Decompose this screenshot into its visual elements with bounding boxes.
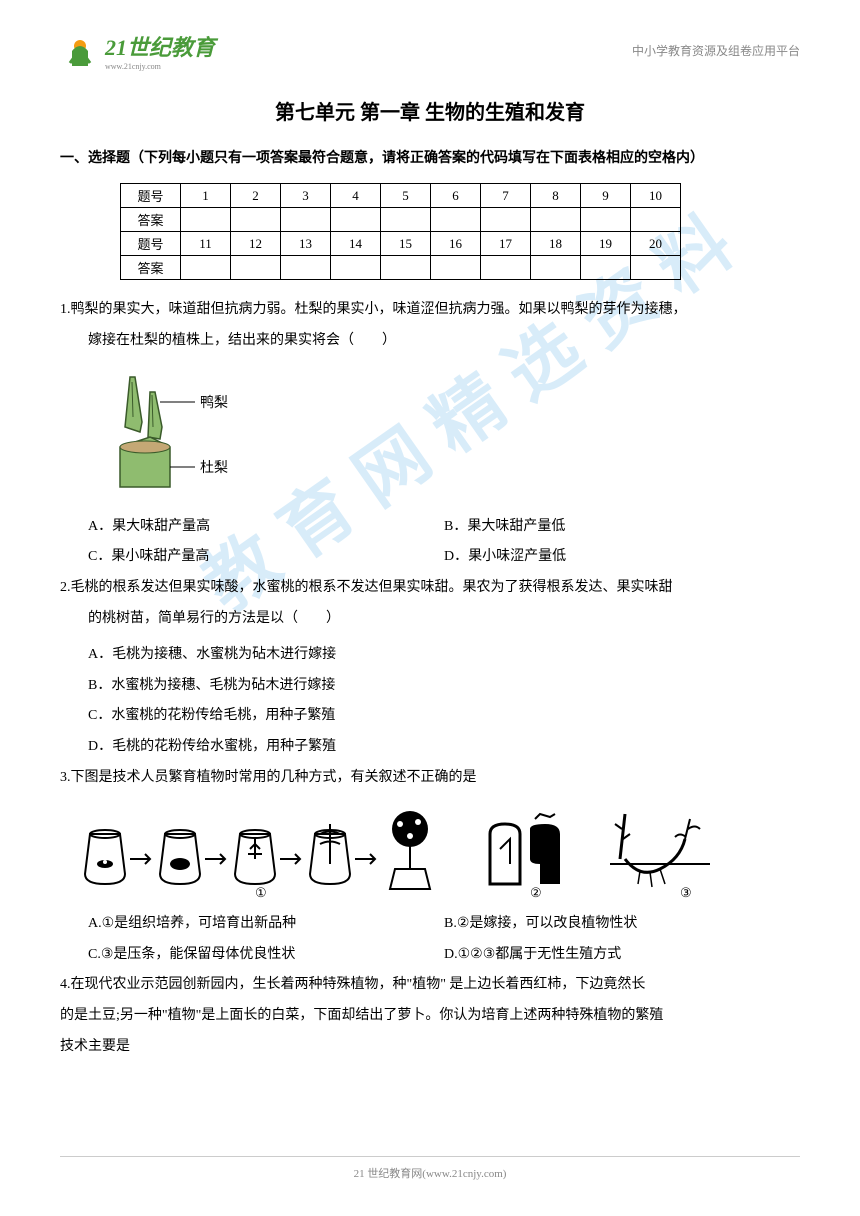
svg-text:杜梨: 杜梨 [200, 460, 228, 476]
cell: 6 [431, 184, 481, 208]
q3-optA: A.①是组织培养，可培育出新品种 [88, 909, 444, 940]
row-label: 答案 [121, 208, 181, 232]
q4-text2: 的是土豆;另一种"植物"是上面长的白菜，下面却结出了萝卜。你认为培育上述两种特殊… [60, 1001, 800, 1032]
q2-optB: B．水蜜桃为接穗、毛桃为砧木进行嫁接 [88, 671, 800, 702]
q2-optD: D．毛桃的花粉传给水蜜桃，用种子繁殖 [88, 732, 800, 763]
page-content: 21世纪教育 www.21cnjy.com 中小学教育资源及组卷应用平台 第七单… [60, 30, 800, 1063]
table-row: 答案 [121, 208, 681, 232]
cell [431, 208, 481, 232]
q1-text1: 1.鸭梨的果实大，味道甜但抗病力弱。杜梨的果实小，味道涩但抗病力强。如果以鸭梨的… [60, 295, 800, 326]
cell: 3 [281, 184, 331, 208]
cell [531, 208, 581, 232]
table-row: 题号 11 12 13 14 15 16 17 18 19 20 [121, 232, 681, 256]
cell [231, 256, 281, 280]
logo-icon [60, 31, 100, 71]
cell [581, 256, 631, 280]
cell [181, 256, 231, 280]
cell [481, 208, 531, 232]
svg-text:①: ① [255, 885, 267, 899]
q1-options-ab: A．果大味甜产量高 B．果大味甜产量低 [60, 512, 800, 543]
q2-text1: 2.毛桃的根系发达但果实味酸，水蜜桃的根系不发达但果实味甜。果农为了获得根系发达… [60, 573, 800, 604]
cell: 17 [481, 232, 531, 256]
answer-table: 题号 1 2 3 4 5 6 7 8 9 10 答案 题号 11 12 13 1… [120, 183, 681, 280]
q3-optB: B.②是嫁接，可以改良植物性状 [444, 909, 800, 940]
cell: 1 [181, 184, 231, 208]
q1-optD: D．果小味涩产量低 [444, 542, 800, 573]
q1-optC: C．果小味甜产量高 [88, 542, 444, 573]
svg-text:②: ② [530, 885, 542, 899]
q1-optB: B．果大味甜产量低 [444, 512, 800, 543]
cell: 8 [531, 184, 581, 208]
q3-optD: D.①②③都属于无性生殖方式 [444, 940, 800, 971]
logo-sub-text: www.21cnjy.com [105, 62, 215, 71]
q3-optC: C.③是压条，能保留母体优良性状 [88, 940, 444, 971]
q3-options-cd: C.③是压条，能保留母体优良性状 D.①②③都属于无性生殖方式 [60, 940, 800, 971]
q4-text3: 技术主要是 [60, 1032, 800, 1063]
q1-text2: 嫁接在杜梨的植株上，结出来的果实将会（ ） [60, 326, 800, 357]
q3-options-ab: A.①是组织培养，可培育出新品种 B.②是嫁接，可以改良植物性状 [60, 909, 800, 940]
svg-text:鸭梨: 鸭梨 [200, 395, 228, 411]
question-4: 4.在现代农业示范园创新园内，生长着两种特殊植物，种"植物" 是上边长着西红柿，… [60, 970, 800, 1062]
cell [581, 208, 631, 232]
page-title: 第七单元 第一章 生物的生殖和发育 [60, 96, 800, 125]
cell: 11 [181, 232, 231, 256]
cell [481, 256, 531, 280]
logo: 21世纪教育 www.21cnjy.com [60, 30, 215, 71]
cell: 20 [631, 232, 681, 256]
q2-optC-row: C．水蜜桃的花粉传给毛桃，用种子繁殖 [60, 701, 800, 732]
page-footer: 21 世纪教育网(www.21cnjy.com) [60, 1156, 800, 1181]
table-row: 题号 1 2 3 4 5 6 7 8 9 10 [121, 184, 681, 208]
cell [531, 256, 581, 280]
cell: 19 [581, 232, 631, 256]
cell [631, 256, 681, 280]
question-3: 3.下图是技术人员繁育植物时常用的几种方式，有关叙述不正确的是 [60, 763, 800, 794]
cell: 7 [481, 184, 531, 208]
q2-optC: C．水蜜桃的花粉传给毛桃，用种子繁殖 [88, 701, 800, 732]
cell: 9 [581, 184, 631, 208]
q2-text2: 的桃树苗，简单易行的方法是以（ ） [60, 604, 800, 635]
cell: 10 [631, 184, 681, 208]
q3-text: 3.下图是技术人员繁育植物时常用的几种方式，有关叙述不正确的是 [60, 763, 800, 794]
logo-text: 21世纪教育 www.21cnjy.com [105, 30, 215, 71]
header-right-text: 中小学教育资源及组卷应用平台 [632, 42, 800, 59]
cell: 15 [381, 232, 431, 256]
logo-main-text: 21世纪教育 [105, 30, 215, 62]
question-1: 1.鸭梨的果实大，味道甜但抗病力弱。杜梨的果实小，味道涩但抗病力强。如果以鸭梨的… [60, 295, 800, 357]
question-2: 2.毛桃的根系发达但果实味酸，水蜜桃的根系不发达但果实味甜。果农为了获得根系发达… [60, 573, 800, 635]
cell: 12 [231, 232, 281, 256]
row-label: 答案 [121, 256, 181, 280]
propagation-diagram: ① ② ③ [80, 804, 800, 899]
cell [231, 208, 281, 232]
cell [181, 208, 231, 232]
q4-text1: 4.在现代农业示范园创新园内，生长着两种特殊植物，种"植物" 是上边长着西红柿，… [60, 970, 800, 1001]
cell: 4 [331, 184, 381, 208]
q1-optA: A．果大味甜产量高 [88, 512, 444, 543]
table-row: 答案 [121, 256, 681, 280]
q1-options-cd: C．果小味甜产量高 D．果小味涩产量低 [60, 542, 800, 573]
cell [381, 256, 431, 280]
cell [281, 256, 331, 280]
q2-optA: A．毛桃为接穗、水蜜桃为砧木进行嫁接 [88, 640, 800, 671]
cell [431, 256, 481, 280]
cell: 2 [231, 184, 281, 208]
section-title: 一、选择题（下列每小题只有一项答案最符合题意，请将正确答案的代码填写在下面表格相… [60, 145, 800, 173]
row-label: 题号 [121, 232, 181, 256]
page-header: 21世纪教育 www.21cnjy.com 中小学教育资源及组卷应用平台 [60, 30, 800, 71]
svg-text:③: ③ [680, 885, 692, 899]
row-label: 题号 [121, 184, 181, 208]
cell: 18 [531, 232, 581, 256]
cell [381, 208, 431, 232]
cell: 13 [281, 232, 331, 256]
graft-diagram: 鸭梨 杜梨 [100, 367, 800, 502]
q2-optA-row: A．毛桃为接穗、水蜜桃为砧木进行嫁接 [60, 640, 800, 671]
cell [281, 208, 331, 232]
cell [331, 256, 381, 280]
q2-optB-row: B．水蜜桃为接穗、毛桃为砧木进行嫁接 [60, 671, 800, 702]
cell [331, 208, 381, 232]
q2-optD-row: D．毛桃的花粉传给水蜜桃，用种子繁殖 [60, 732, 800, 763]
cell: 5 [381, 184, 431, 208]
cell: 16 [431, 232, 481, 256]
cell [631, 208, 681, 232]
cell: 14 [331, 232, 381, 256]
